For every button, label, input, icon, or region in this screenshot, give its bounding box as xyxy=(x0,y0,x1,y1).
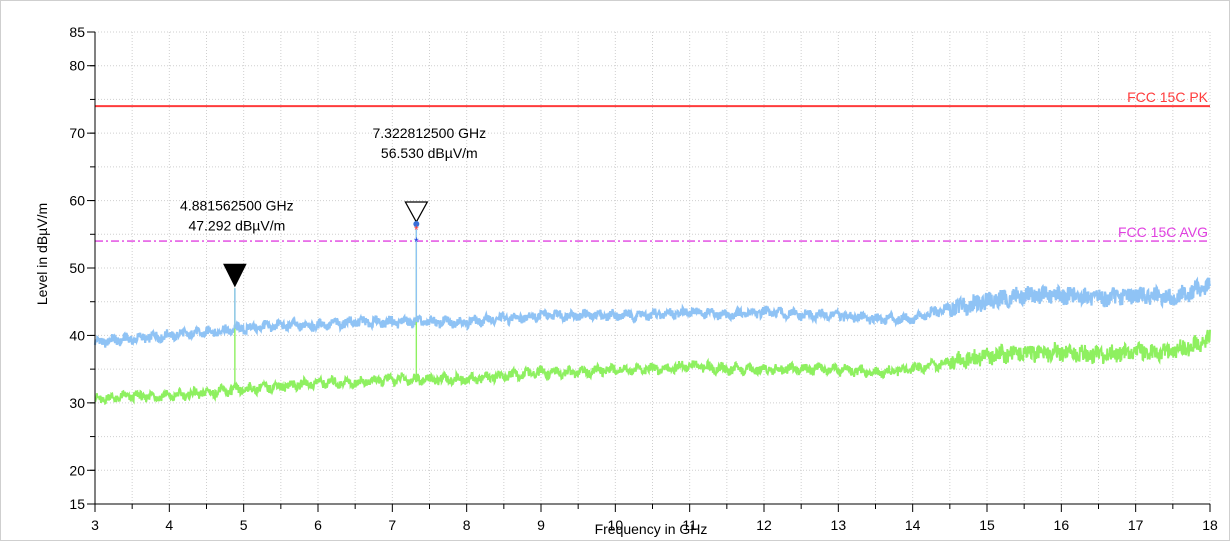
x-tick-label: 6 xyxy=(314,517,322,533)
marker-level-label-1: 56.530 dBµV/m xyxy=(381,145,478,161)
x-tick-label: 7 xyxy=(388,517,396,533)
series-layer xyxy=(93,276,1212,406)
y-tick-label: 30 xyxy=(69,395,85,411)
marker-layer: 4.881562500 GHz 47.292 dBµV/m ** 7.32281250… xyxy=(180,125,487,389)
x-tick-label: 4 xyxy=(165,517,173,533)
y-tick-label: 50 xyxy=(69,260,85,276)
marker-star-red-1: * xyxy=(414,223,419,237)
x-tick-label: 18 xyxy=(1202,517,1218,533)
y-tick-label: 85 xyxy=(69,24,85,40)
y-tick-label: 80 xyxy=(69,58,85,74)
marker-star-blue-1: * xyxy=(414,235,419,249)
marker-triangle-0 xyxy=(223,263,247,288)
limit-layer: FCC 15C PK FCC 15C AVG xyxy=(95,89,1210,242)
marker-triangle-1 xyxy=(404,201,429,224)
x-tick-label: 11 xyxy=(682,517,697,533)
x-tick-label: 17 xyxy=(1128,517,1144,533)
marker-freq-label-1: 7.322812500 GHz xyxy=(373,125,487,141)
grid-layer xyxy=(94,31,1211,505)
marker-dot-1 xyxy=(413,220,420,227)
y-tick-label: 40 xyxy=(69,327,85,343)
x-axis-title: Frequency in GHz xyxy=(595,521,708,537)
limit-label-1: FCC 15C AVG xyxy=(1118,224,1208,240)
x-tick-label: 14 xyxy=(905,517,921,533)
marker-freq-label-0: 4.881562500 GHz xyxy=(180,197,294,213)
x-tick-label: 13 xyxy=(831,517,847,533)
series-line-0 xyxy=(93,276,1212,348)
x-tick-label: 15 xyxy=(979,517,995,533)
x-tick-label: 3 xyxy=(91,517,99,533)
y-tick-label: 70 xyxy=(69,125,85,141)
series-line-1 xyxy=(94,329,1211,406)
y-axis-title: Level in dBµV/m xyxy=(34,203,50,305)
x-tick-label: 8 xyxy=(463,517,471,533)
x-tick-label: 12 xyxy=(756,517,772,533)
axis-layer: 15 20 30 40 50 60 70 80 85 3 4 5 6 7 8 9 10 11 12 13 14 15 16 1… xyxy=(69,24,1218,533)
y-tick-label: 20 xyxy=(69,462,85,478)
x-tick-label: 9 xyxy=(537,517,545,533)
x-tick-label: 10 xyxy=(608,517,624,533)
y-tick-label: 15 xyxy=(69,496,85,512)
limit-label-0: FCC 15C PK xyxy=(1127,89,1209,105)
x-tick-label: 16 xyxy=(1054,517,1070,533)
y-tick-label: 60 xyxy=(69,193,85,209)
x-tick-label: 5 xyxy=(240,517,248,533)
marker-level-label-0: 47.292 dBµV/m xyxy=(188,217,285,233)
